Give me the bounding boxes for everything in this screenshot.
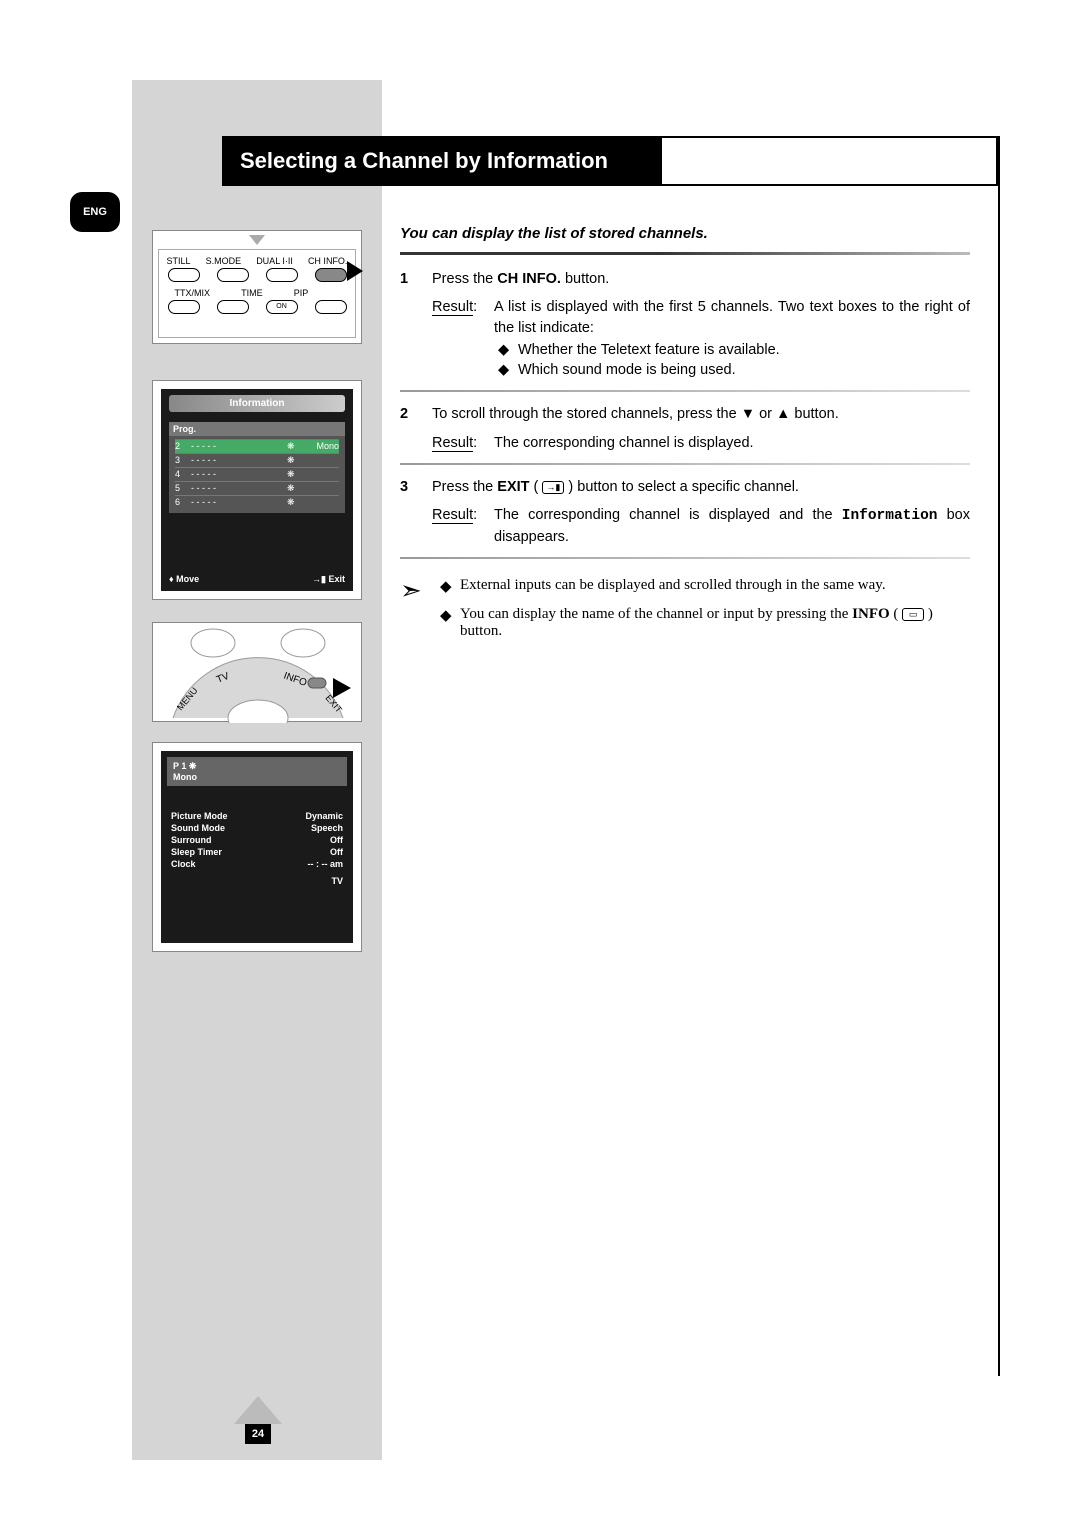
remote-button	[315, 268, 347, 282]
language-tab: ENG	[70, 192, 120, 232]
divider	[400, 463, 970, 465]
bullet-icon: ◆	[498, 360, 518, 380]
remote-button: ON	[266, 300, 298, 314]
bullet-icon: ◆	[440, 577, 460, 596]
osd-status: P 1 ❋ Mono Picture ModeDynamicSound Mode…	[152, 742, 362, 952]
osd-channel: P 1 ❋	[173, 761, 341, 772]
step-number: 2	[400, 404, 432, 453]
title-bar: Selecting a Channel by Information	[222, 136, 998, 186]
intro-text: You can display the list of stored chann…	[400, 225, 970, 242]
divider	[400, 557, 970, 559]
result-text: The corresponding channel is displayed a…	[494, 505, 970, 547]
main-content: You can display the list of stored chann…	[400, 225, 970, 650]
remote-label: TTX/MIX	[175, 288, 211, 298]
step-number: 1	[400, 269, 432, 380]
note-text: External inputs can be displayed and scr…	[460, 577, 886, 596]
remote-button	[168, 300, 200, 314]
page-triangle	[234, 1396, 282, 1424]
remote-illustration-2: TV INFO MENU EXIT	[152, 622, 362, 722]
remote-button	[217, 300, 249, 314]
result-label: Result:	[432, 433, 494, 453]
note-text: You can display the name of the channel …	[460, 606, 970, 640]
note-arrow-icon: ➣	[400, 577, 440, 650]
info-icon: ▭	[902, 608, 924, 621]
result-label: Result:	[432, 297, 494, 338]
remote-label: PIP	[294, 288, 309, 298]
osd-sound: Mono	[173, 772, 341, 782]
osd-title: Information	[169, 395, 345, 412]
page-number: 24	[245, 1424, 271, 1444]
step-1: 1 Press the CH INFO. button. Result: A l…	[400, 269, 970, 380]
result-label: Result:	[432, 505, 494, 547]
remote-label: S.MODE	[206, 256, 242, 266]
remote-button	[168, 268, 200, 282]
bullet-icon: ◆	[498, 340, 518, 360]
remote-label: STILL	[167, 256, 191, 266]
osd-information: Information Prog. 2- - - - -❋Mono3- - - …	[152, 380, 362, 600]
page-title: Selecting a Channel by Information	[224, 138, 662, 184]
exit-icon: →▮	[542, 481, 564, 494]
divider	[400, 252, 970, 255]
page-border-right	[998, 136, 1000, 1376]
step-2: 2 To scroll through the stored channels,…	[400, 404, 970, 453]
notes: ➣ ◆ External inputs can be displayed and…	[400, 577, 970, 650]
osd-move-label: Move	[176, 574, 199, 584]
divider	[400, 390, 970, 392]
remote-illustration-1: STILL S.MODE DUAL I·II CH INFO. TTX/MIX …	[152, 230, 362, 344]
bullet-text: Which sound mode is being used.	[518, 360, 736, 380]
remote-button	[217, 268, 249, 282]
result-text: The corresponding channel is displayed.	[494, 433, 970, 453]
remote-label: DUAL I·II	[256, 256, 293, 266]
step-number: 3	[400, 477, 432, 547]
osd-prog-label: Prog.	[169, 422, 345, 436]
bullet-icon: ◆	[440, 606, 460, 640]
remote-button	[266, 268, 298, 282]
remote-label: TIME	[241, 288, 263, 298]
bullet-text: Whether the Teletext feature is availabl…	[518, 340, 780, 360]
osd-exit-label: Exit	[328, 574, 345, 584]
remote-button	[315, 300, 347, 314]
osd-source: TV	[161, 876, 343, 886]
remote-label: CH INFO.	[308, 256, 348, 266]
result-text: A list is displayed with the first 5 cha…	[494, 297, 970, 338]
step-3: 3 Press the EXIT ( →▮ ) button to select…	[400, 477, 970, 547]
